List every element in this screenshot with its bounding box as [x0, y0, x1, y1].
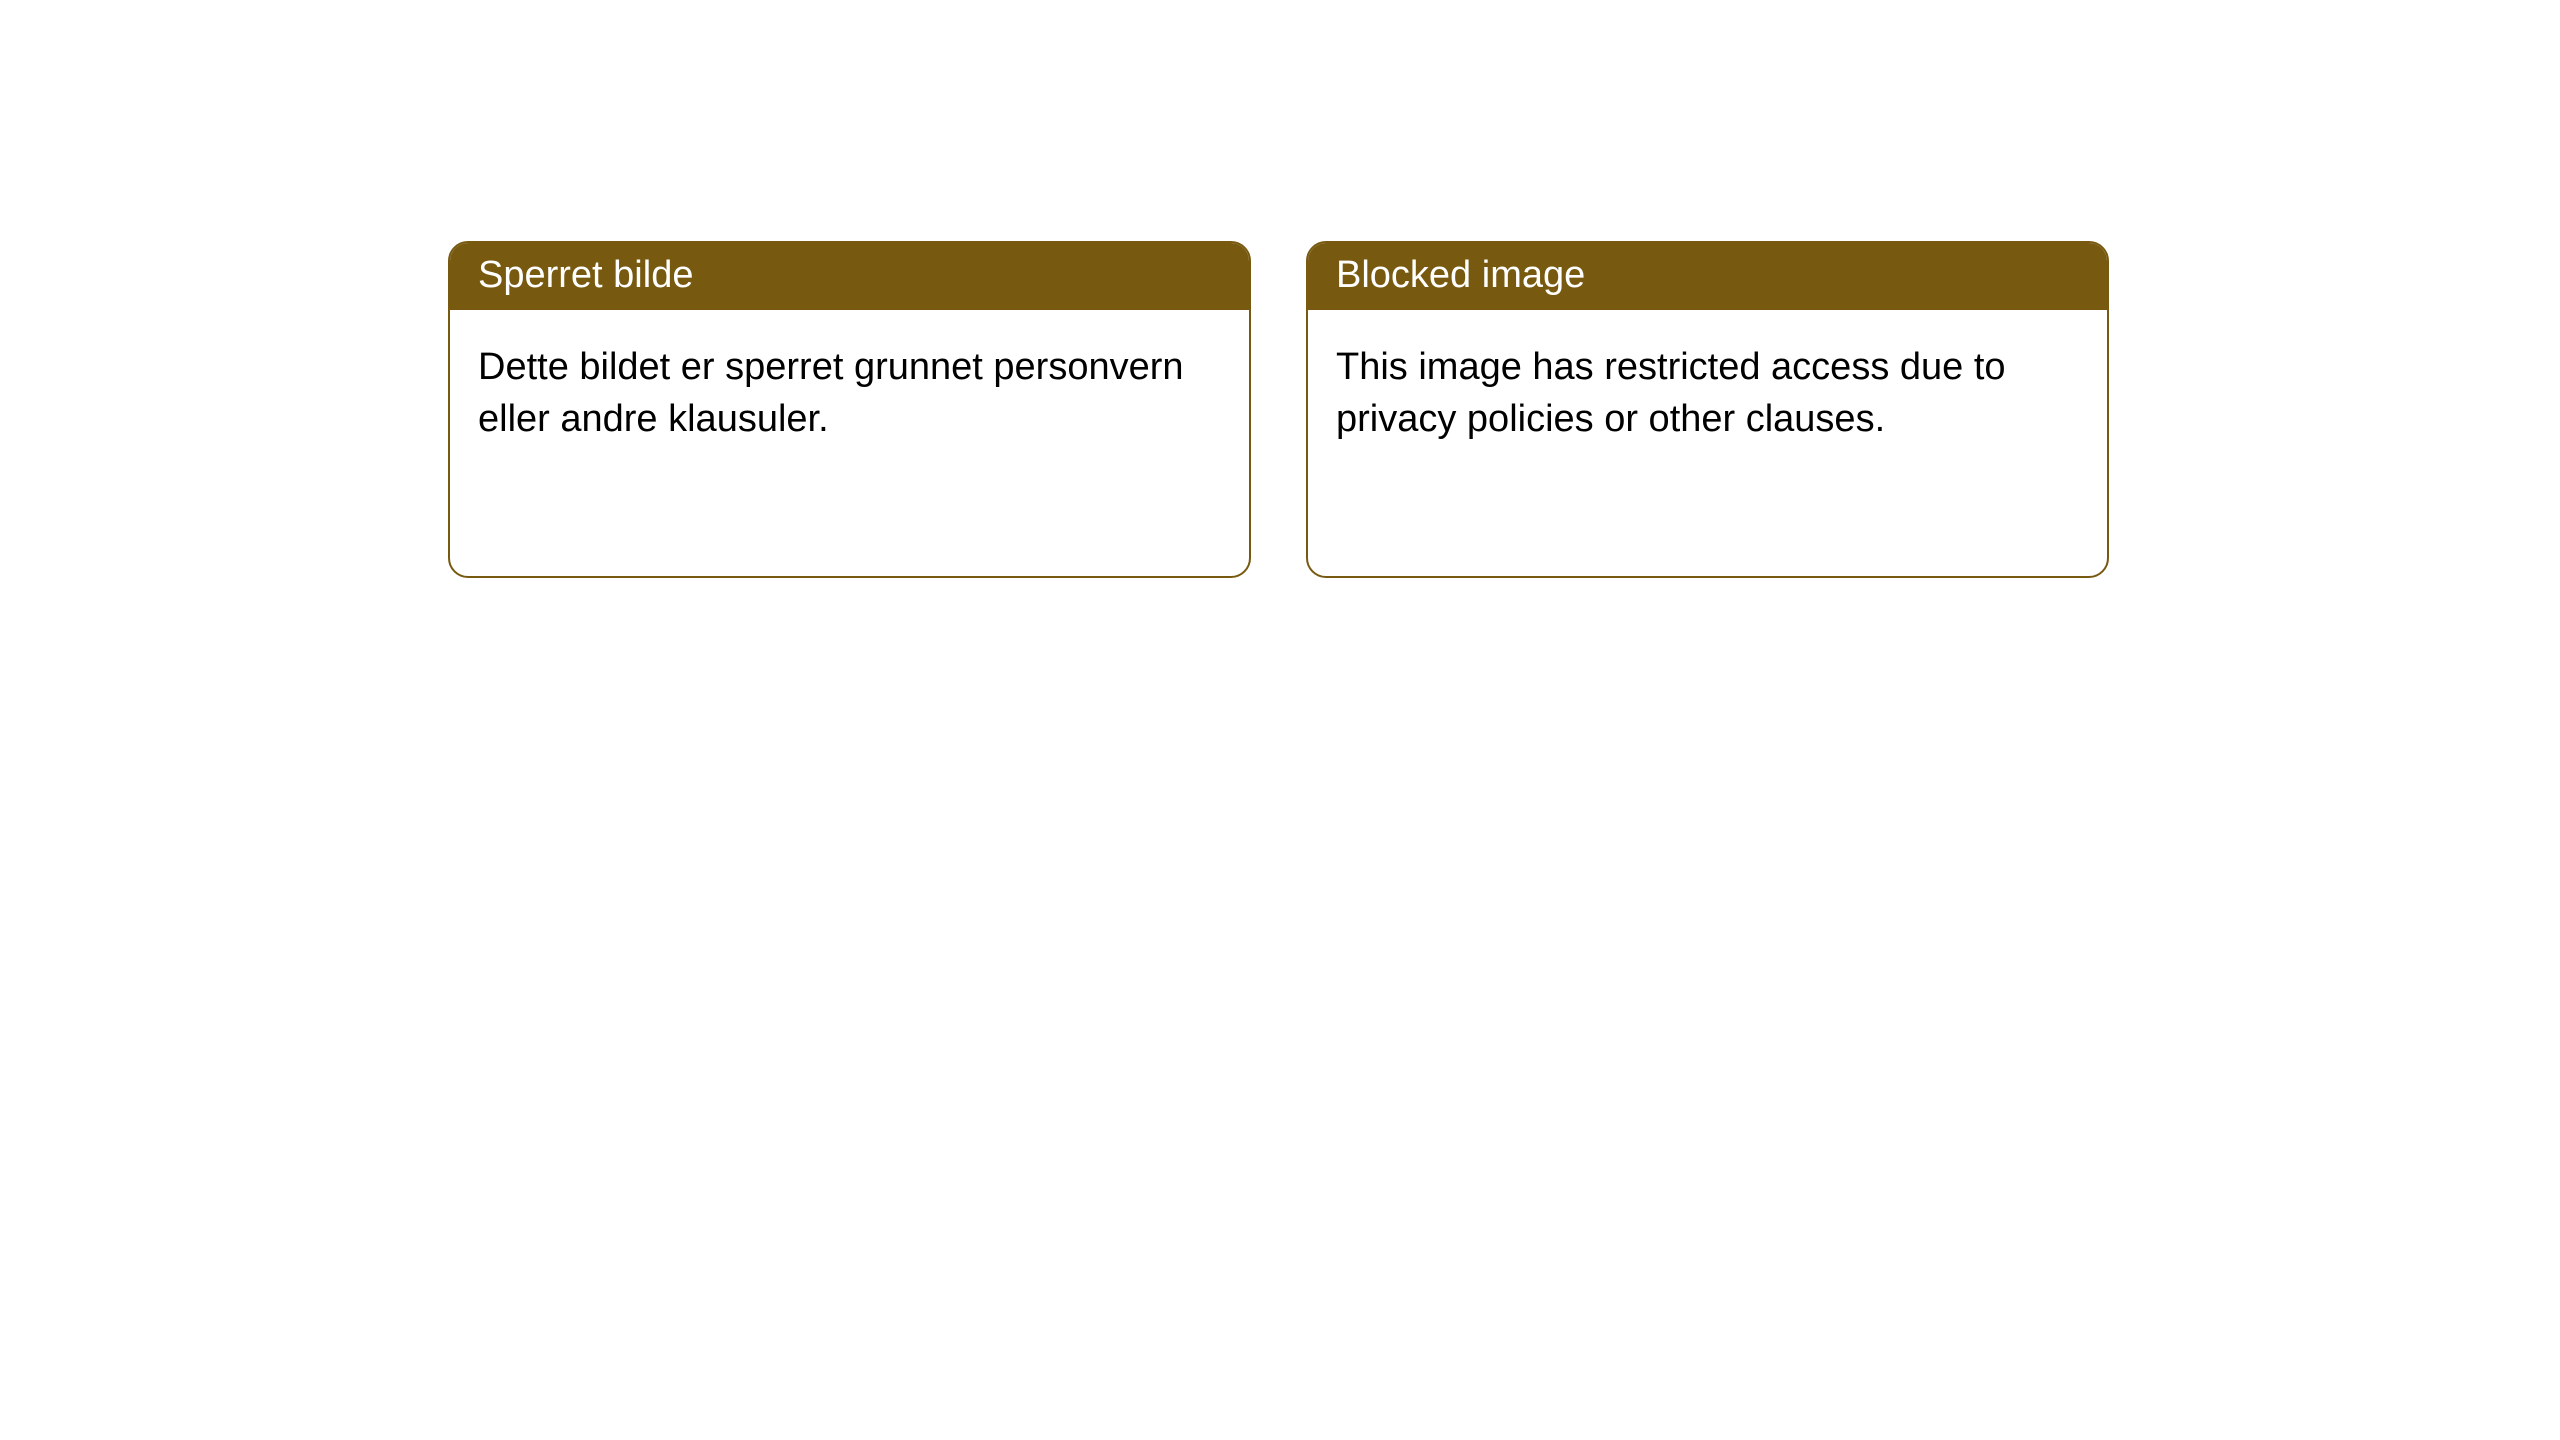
- card-body: Dette bildet er sperret grunnet personve…: [450, 310, 1249, 477]
- notice-card-norwegian: Sperret bilde Dette bildet er sperret gr…: [448, 241, 1251, 578]
- card-body-text: This image has restricted access due to …: [1336, 346, 2006, 439]
- card-header: Sperret bilde: [450, 243, 1249, 310]
- card-body-text: Dette bildet er sperret grunnet personve…: [478, 346, 1184, 439]
- card-title: Sperret bilde: [478, 254, 693, 296]
- card-header: Blocked image: [1308, 243, 2107, 310]
- card-body: This image has restricted access due to …: [1308, 310, 2107, 477]
- card-title: Blocked image: [1336, 254, 1585, 296]
- notice-card-english: Blocked image This image has restricted …: [1306, 241, 2109, 578]
- notice-cards-container: Sperret bilde Dette bildet er sperret gr…: [0, 0, 2560, 578]
